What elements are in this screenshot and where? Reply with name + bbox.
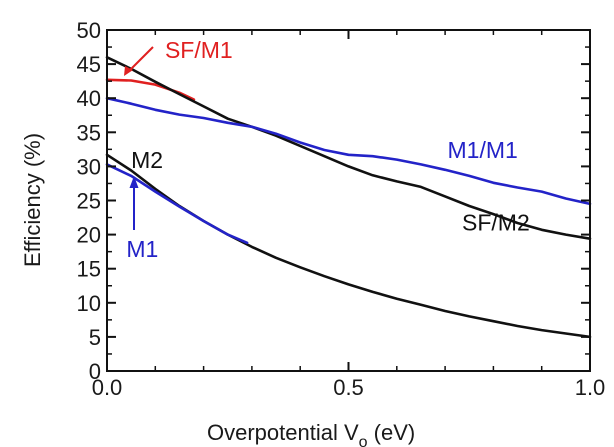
m1-arrowhead <box>129 176 139 188</box>
y-tick-label: 35 <box>77 120 101 145</box>
x-axis-title: Overpotential Vo (eV) <box>207 420 415 447</box>
series-line-sf-m1 <box>105 78 196 101</box>
y-tick-label: 45 <box>77 52 101 77</box>
sf-m1-arrowhead <box>124 66 133 76</box>
y-tick-label: 50 <box>77 18 101 43</box>
series-line-sf-m2 <box>105 55 592 240</box>
tick-labels: 0 5 10 15 20 25 30 35 40 45 50 0.0 0.5 1.0 <box>77 18 606 400</box>
x-tick-label: 0.0 <box>92 375 123 400</box>
series-label-m1-m1: M1/M1 <box>448 137 518 163</box>
axis-ticks <box>106 29 591 372</box>
series-lines <box>105 55 592 339</box>
sf-m1-arrow <box>128 46 154 72</box>
y-tick-label: 10 <box>77 291 101 316</box>
y-tick-label: 30 <box>77 154 101 179</box>
series-label-sf-m2: SF/M2 <box>462 210 530 236</box>
y-axis-title: Efficiency (%) <box>20 133 45 267</box>
series-label-sf-m1: SF/M1 <box>165 37 233 63</box>
y-tick-label: 25 <box>77 189 101 214</box>
x-tick-label: 0.5 <box>333 375 364 400</box>
y-tick-label: 15 <box>77 257 101 282</box>
y-tick-label: 0 <box>89 359 101 384</box>
x-tick-label: 1.0 <box>575 375 606 400</box>
series-label-m2: M2 <box>131 147 163 173</box>
series-line-m1-m1 <box>105 96 592 206</box>
series-line-m1 <box>105 163 249 245</box>
series-annotations: SF/M1 M1/M1 SF/M2 M2 M1 <box>126 37 529 262</box>
series-label-m1: M1 <box>126 236 158 262</box>
y-tick-label: 20 <box>77 223 101 248</box>
y-tick-label: 40 <box>77 86 101 111</box>
y-tick-label: 5 <box>89 325 101 350</box>
